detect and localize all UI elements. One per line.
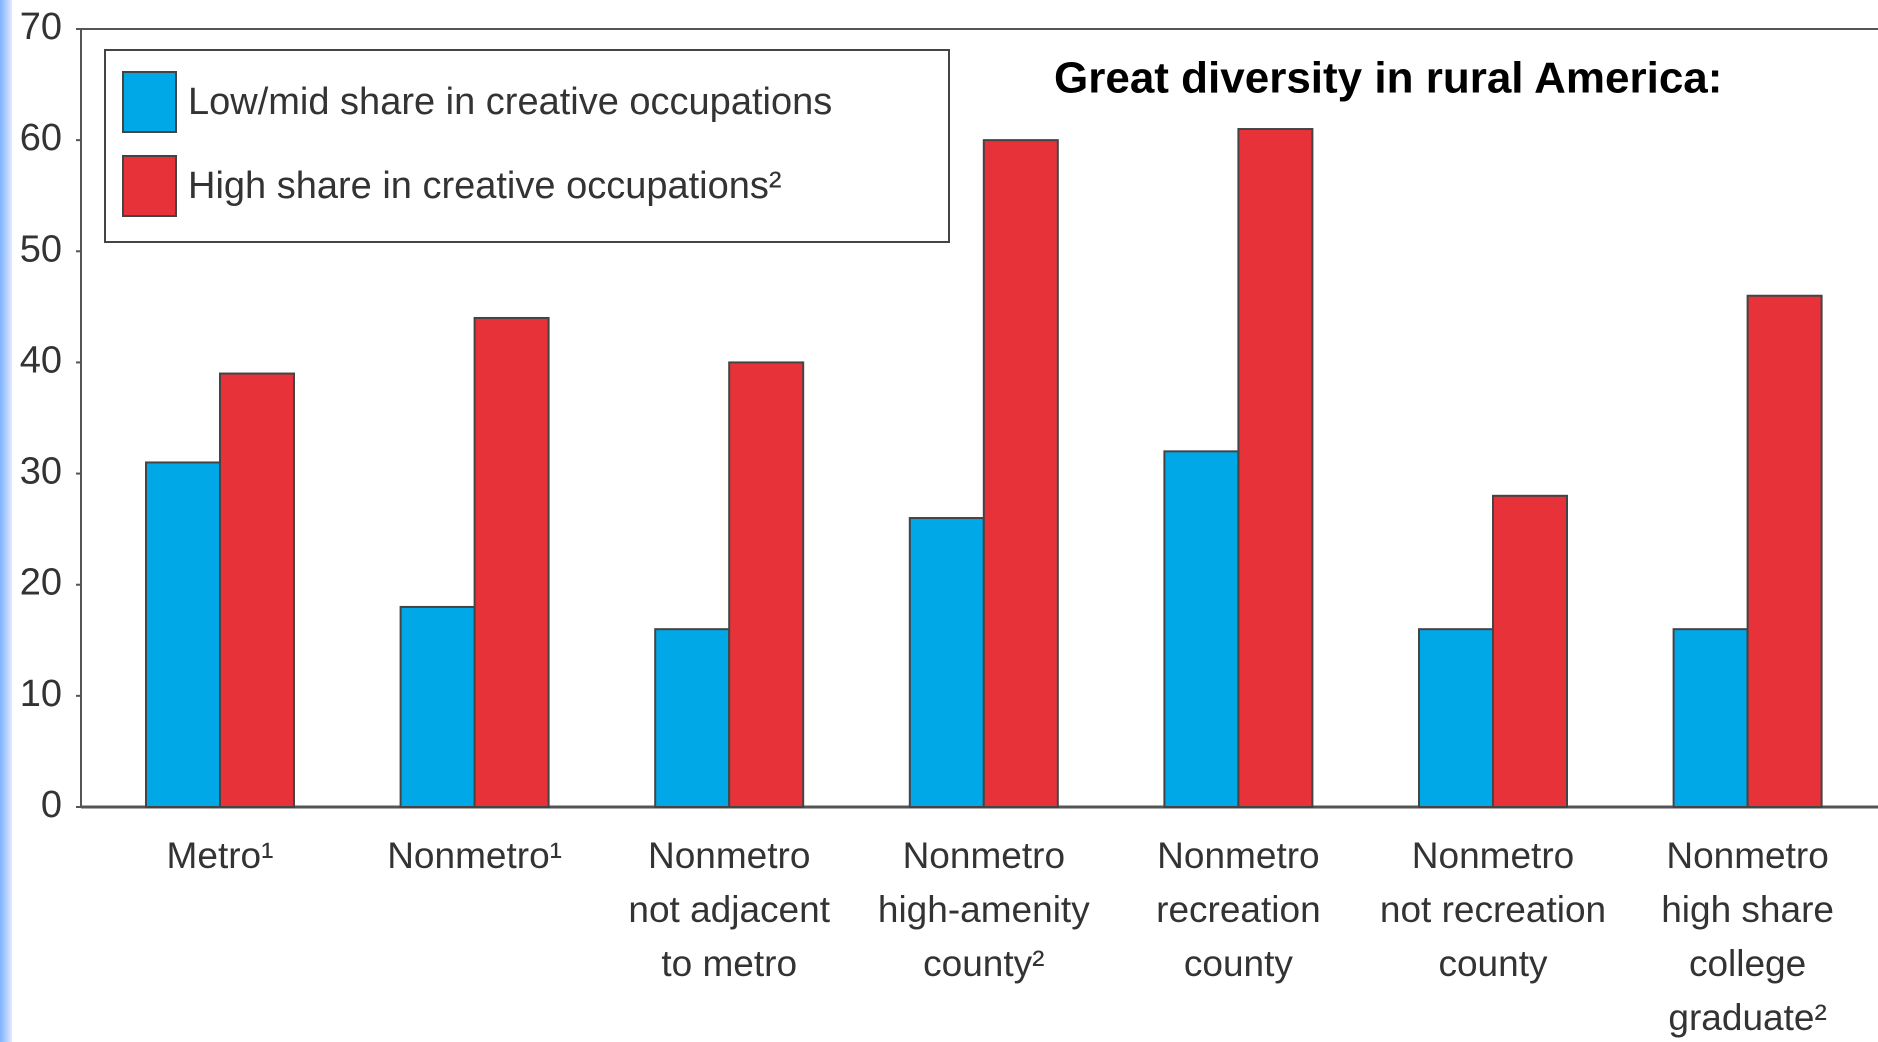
x-tick-label: high-amenity (878, 889, 1090, 930)
x-tick-label: college (1689, 943, 1806, 984)
y-tick-label: 60 (20, 117, 62, 159)
x-tick-label: Metro¹ (167, 835, 274, 876)
y-tick-label: 0 (41, 784, 62, 826)
x-tick-label: county (1184, 943, 1294, 984)
bar (473, 316, 550, 808)
bar (1492, 494, 1568, 808)
x-tick-label: Nonmetro (648, 835, 810, 876)
legend (104, 49, 950, 243)
x-tick-label: high share (1661, 889, 1834, 930)
x-tick-label: recreation (1156, 889, 1321, 930)
bar (219, 372, 295, 808)
bar (728, 361, 805, 808)
bar (908, 517, 985, 808)
y-tick-label: 50 (20, 228, 62, 270)
x-tick-label: to metro (661, 943, 797, 984)
x-tick-label: Nonmetro (1412, 835, 1574, 876)
side-strip (0, 0, 12, 1042)
legend-swatch (122, 71, 177, 133)
y-tick-label: 70 (20, 6, 62, 48)
x-tick-label: graduate² (1668, 997, 1826, 1038)
x-tick-label: not recreation (1380, 889, 1606, 930)
x-tick-label: not adjacent (628, 889, 830, 930)
bar (1237, 128, 1314, 808)
bar (982, 139, 1059, 808)
bar (1672, 628, 1749, 809)
bar (654, 628, 731, 809)
bar (145, 461, 221, 808)
y-tick-label: 20 (20, 562, 62, 604)
x-tick-label: Nonmetro (1666, 835, 1828, 876)
y-tick-label: 10 (20, 673, 62, 715)
x-tick-label: Nonmetro¹ (387, 835, 562, 876)
legend-label: Low/mid share in creative occupations (188, 81, 832, 123)
x-tick-label: county (1438, 943, 1548, 984)
bar (1163, 450, 1240, 808)
x-tick-label: Nonmetro (903, 835, 1065, 876)
chart-title: Great diversity in rural America: (1054, 54, 1722, 103)
bar (1418, 628, 1494, 809)
legend-swatch (122, 155, 177, 217)
legend-label: High share in creative occupations² (188, 165, 782, 207)
bar (1746, 294, 1823, 808)
y-tick-label: 30 (20, 451, 62, 493)
y-tick-label: 40 (20, 339, 62, 381)
x-tick-label: county² (923, 943, 1044, 984)
x-tick-label: Nonmetro (1157, 835, 1319, 876)
bar (399, 605, 476, 809)
